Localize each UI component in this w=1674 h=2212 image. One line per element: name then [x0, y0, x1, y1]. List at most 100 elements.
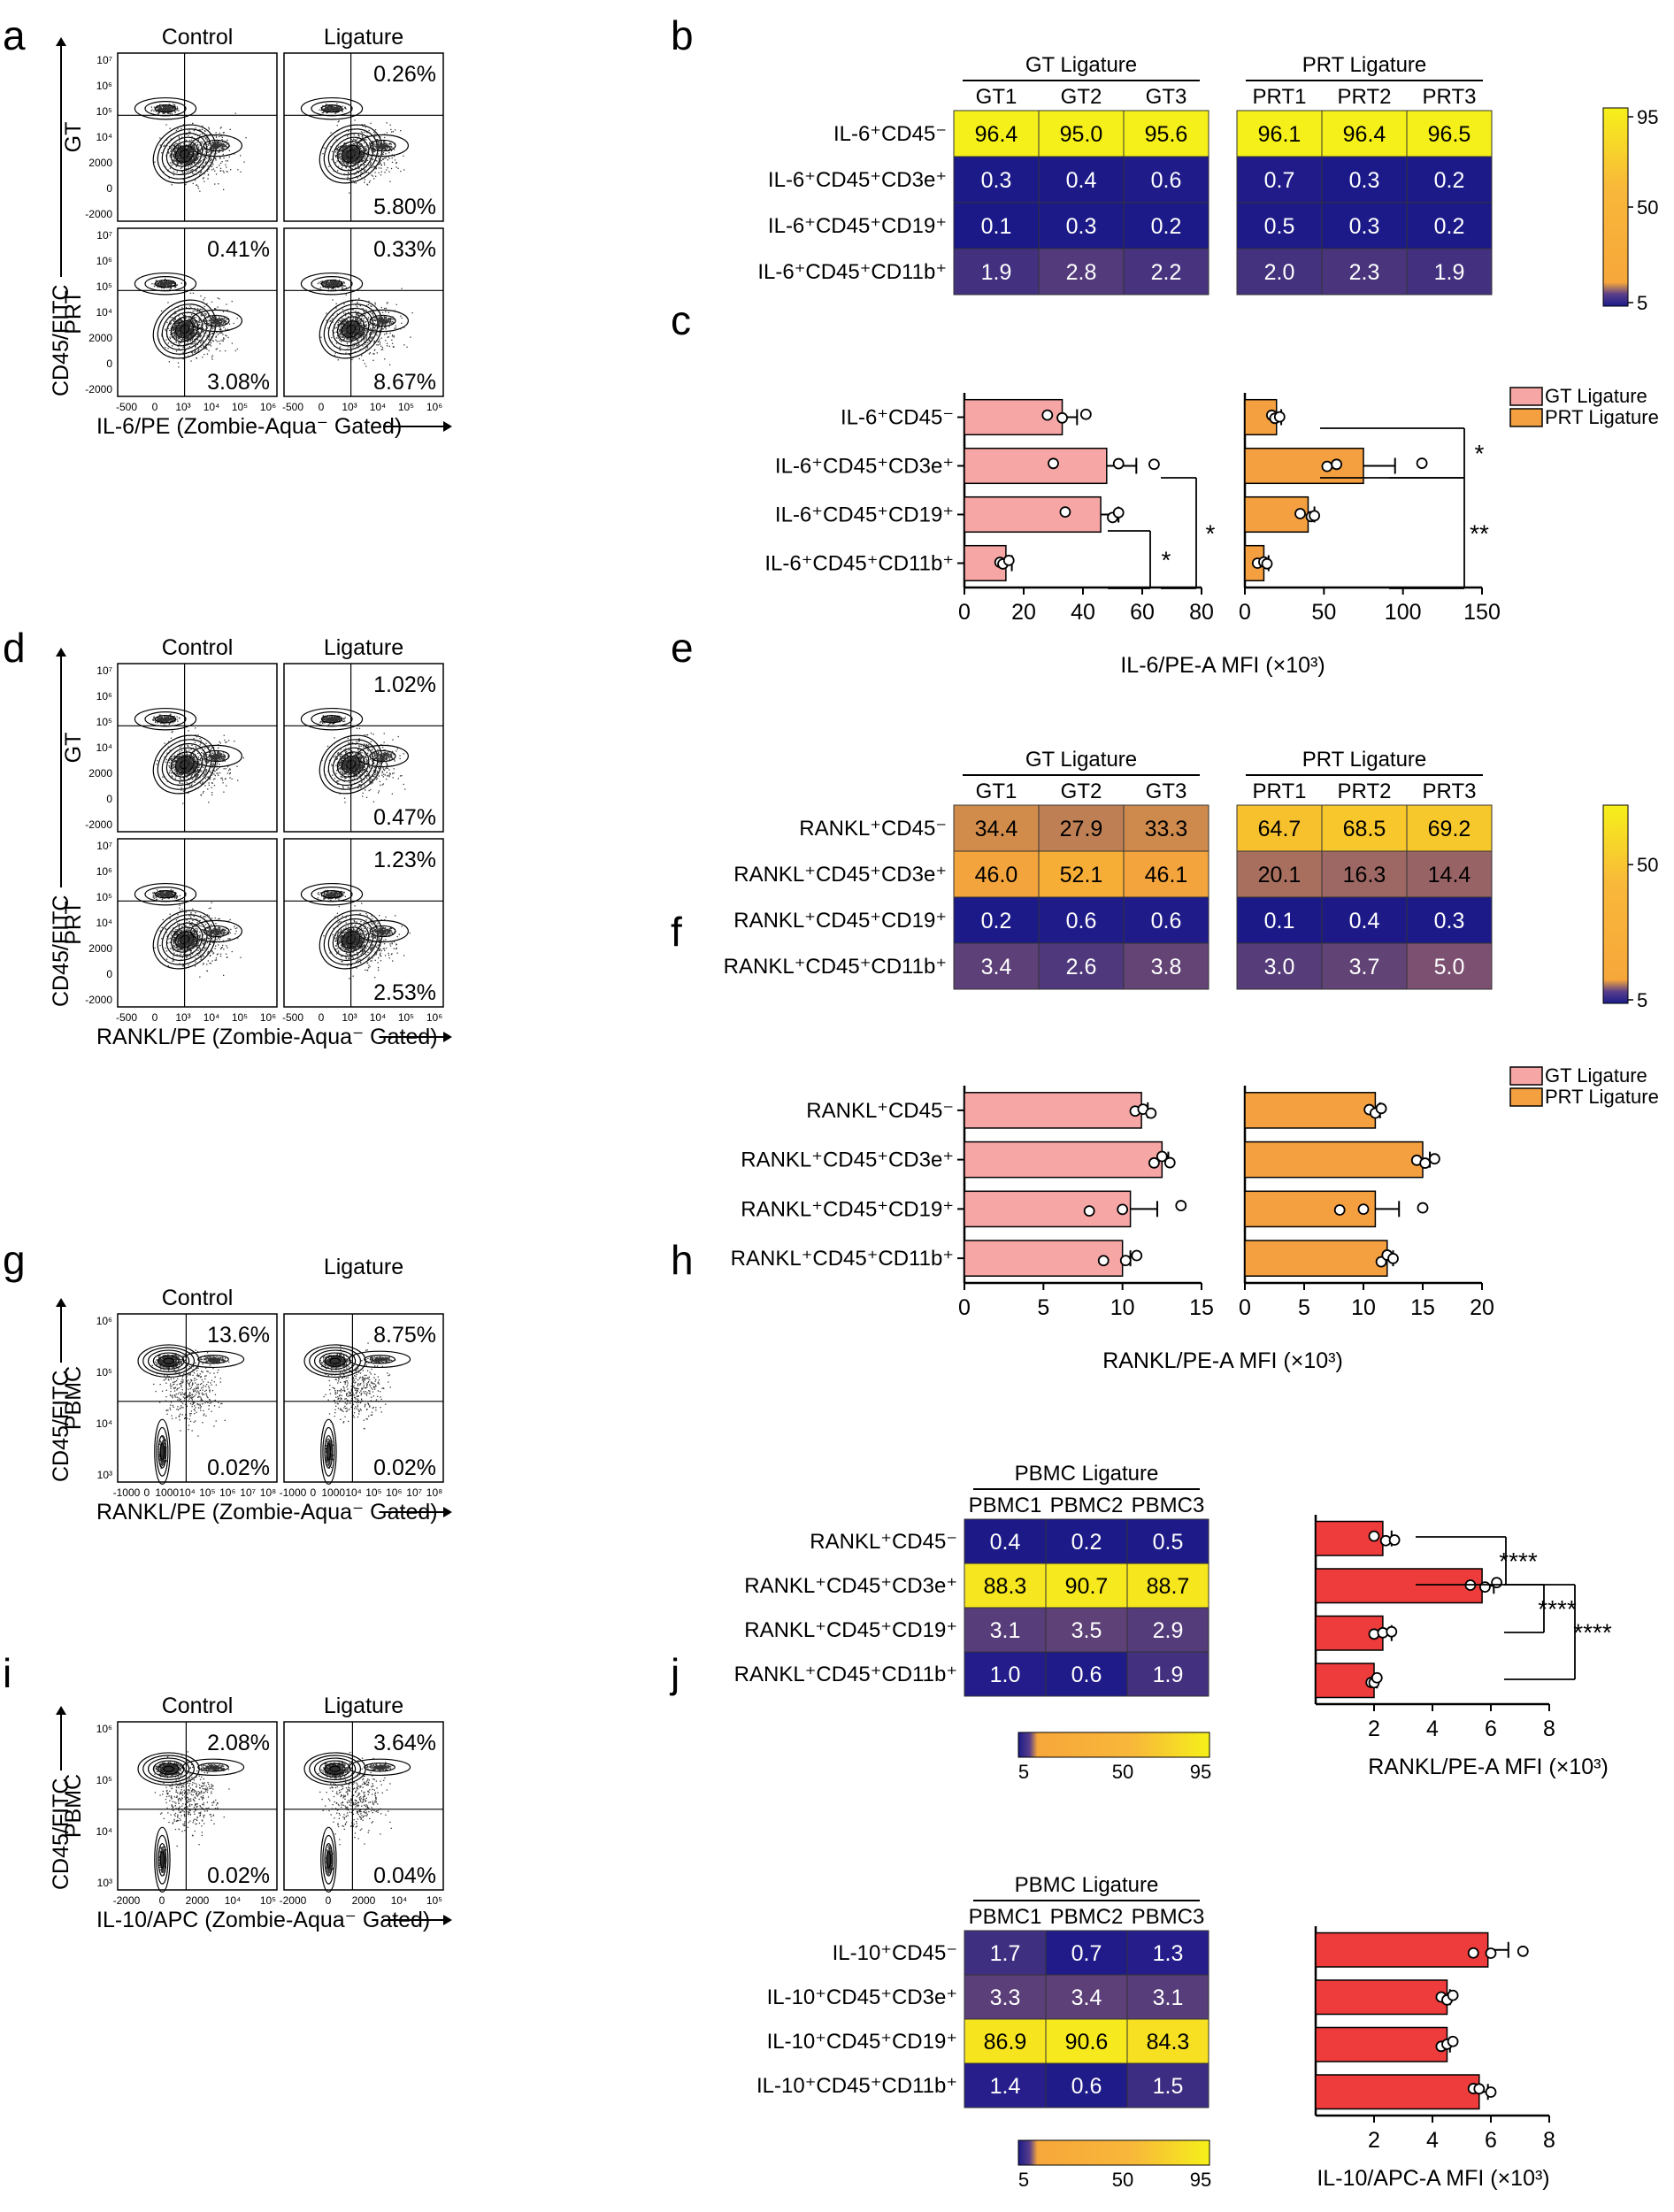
flow-plot-a-0-1-event	[360, 140, 362, 142]
flow-plot-a-0-0-event	[175, 131, 177, 134]
flow-plot-a-0-1-event	[338, 108, 340, 110]
flow-plot-a-0-0-event	[160, 146, 162, 148]
flow-plot-a-0-0-event	[157, 112, 160, 114]
flow-plot-a-0-1-event	[343, 149, 345, 150]
flow-plot-a-0-0-event	[204, 138, 207, 140]
flow-plot-a-0-1-event	[360, 152, 363, 154]
flow-plot-a-0-1-event	[373, 145, 375, 147]
flow-plot-a-0-1-event	[359, 143, 361, 145]
flow-plot-a-0-0-event	[182, 151, 185, 154]
flow-plot-a-0-0-event	[178, 162, 180, 164]
flow-plot-a-0-1-event	[365, 147, 367, 149]
flow-plot-a-0-1-event	[355, 182, 357, 184]
flow-plot-a-0-0-event	[174, 151, 177, 153]
flow-plot-a-0-1-event	[347, 159, 349, 161]
flow-plot-a-0-1-event	[355, 176, 357, 178]
flow-plot-a-0-1-event	[339, 153, 341, 155]
flow-plot-a-0-0-event	[158, 111, 160, 114]
flow-plot-a-0-1-event	[327, 109, 329, 111]
flow-plot-a-0-1-event	[331, 106, 334, 109]
flow-plot-a-0-0-event	[176, 108, 178, 110]
flow-plot-a-0-0-event	[186, 171, 188, 173]
flow-plot-a-0-0-event	[174, 148, 176, 150]
flow-plot-a-0-0-event	[208, 128, 210, 130]
flow-plot-a-0-1-event	[364, 181, 365, 183]
flow-plot-a-0-1-event	[359, 141, 362, 142]
flow-plot-a-0-1-event	[336, 160, 338, 162]
flow-plot-a-0-1-event	[363, 147, 365, 149]
flow-plot-a-0-1-event	[337, 111, 339, 113]
flow-plot-a-0-1-event	[379, 163, 380, 165]
flow-plot-a-0-0-event	[182, 153, 185, 156]
flow-plot-a-0-0-event	[164, 144, 165, 147]
flow-plot-a-0-1-event	[360, 171, 362, 173]
flow-plot-a-1-0-event	[162, 283, 164, 285]
flow-plot-a-0-0-event	[196, 155, 197, 157]
flow-plot-a-1-0-event	[168, 285, 170, 287]
flow-plot-a-0-1-event	[340, 156, 342, 157]
flow-plot-a-1-0-event	[186, 328, 188, 330]
flow-plot-a-0-1-event	[321, 111, 323, 114]
flow-plot-a-0-1-event	[374, 129, 377, 131]
flow-plot-a-0-1-event	[375, 159, 377, 162]
panel-letter-i: i	[3, 1650, 12, 1696]
flow-plot-a-0-1-event	[365, 160, 367, 162]
flow-plot-a-0-0-event	[197, 154, 199, 156]
flow-plot-a-0-0-event	[179, 140, 180, 142]
flow-plot-a-1-0-event	[194, 322, 196, 325]
flow-plot-a-0-1-event	[351, 155, 353, 157]
flow-plot-a-0-0-event	[206, 150, 208, 152]
flow-plot-a-0-1-event	[356, 142, 357, 144]
flow-plot-a-0-1-event	[382, 146, 384, 148]
flow-plot-a-0-0-event	[173, 106, 174, 109]
flow-plot-a-0-0-event	[219, 143, 220, 145]
flow-plot-a-0-1-event	[361, 177, 363, 179]
flow-plot-a-0-0-event	[214, 142, 216, 144]
flow-plot-a-0-0-event	[208, 156, 210, 157]
flow-plot-a-0-1-event	[342, 148, 344, 150]
flow-plot-a-0-1-event	[391, 154, 394, 156]
flow-plot-a-0-1-event	[356, 160, 357, 163]
flow-plot-a-0-1-event	[343, 155, 345, 157]
flow-plot-a-0-1-event	[354, 150, 357, 151]
flow-plot-a-0-1-event	[345, 167, 347, 169]
flow-plot-a-0-1-event	[345, 151, 347, 153]
flow-plot-a-0-1-event	[356, 139, 357, 142]
flow-plot-a-0-0-event	[176, 144, 178, 146]
flow-plot-a-0-0-event	[166, 106, 169, 108]
flow-plot-a-0-1-event	[374, 172, 376, 173]
flow-plot-a-0-1-event	[357, 146, 359, 148]
flow-plot-a-0-0-event	[180, 167, 182, 169]
flow-plot-a-0-1-event	[357, 138, 358, 140]
flow-plot-a-0-0-event	[203, 135, 205, 137]
flow-plot-a-1-0: 0.41%3.08%	[117, 227, 278, 397]
flow-plot-a-0-0-event	[175, 159, 178, 161]
flow-plot-a-0-0-event	[191, 154, 194, 156]
flow-plot-a-0-0-event	[192, 161, 194, 163]
flow-plot-a-0-1-event	[400, 130, 402, 132]
flow-plot-a-1-0-event	[172, 285, 173, 287]
flow-plot-a-0-1-event	[353, 156, 355, 157]
flow-plot-a-1-0-event	[213, 321, 216, 323]
flow-plot-a-0-0-event	[243, 161, 245, 163]
flow-plot-a-1-0-event	[228, 323, 231, 325]
flow-plot-a-0-0-event	[206, 146, 208, 148]
flow-plot-a-1-0-event	[186, 339, 188, 341]
flow-plot-a-0-1-event	[363, 170, 365, 172]
flow-plot-a-0-0-event	[182, 158, 184, 161]
flow-header-ligature: Ligature	[324, 25, 403, 50]
flow-plot-a-0-0-event	[199, 190, 201, 192]
flow-plot-a-1-0-event	[173, 331, 176, 333]
flow-plot-a-1-0-event	[167, 281, 169, 284]
flow-plot-a-0-0-event	[178, 150, 180, 152]
flow-plot-a-0-1-event	[335, 145, 338, 147]
flow-plot-a-0-1-event	[370, 164, 372, 165]
flow-plot-a-0-0-event	[177, 153, 179, 155]
flow-plot-a-0-1-event	[354, 147, 356, 149]
flow-plot-a-0-1-event	[320, 110, 322, 111]
flow-plot-a-0-0-event	[197, 186, 199, 188]
flow-plot-a-0-1-event	[350, 144, 353, 146]
flow-plot-a-0-1-event	[383, 147, 385, 150]
flow-plot-a-0-0-event	[219, 151, 220, 153]
flow-plot-a-0-0-event	[166, 105, 168, 107]
